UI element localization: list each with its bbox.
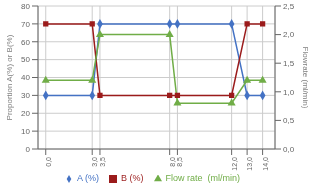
svg-text:20: 20 <box>21 109 30 118</box>
svg-text:8,5: 8,5 <box>176 157 183 167</box>
svg-text:0,5: 0,5 <box>283 116 295 125</box>
svg-text:3,5: 3,5 <box>99 157 106 167</box>
svg-text:Proportion A(%) or B(%): Proportion A(%) or B(%) <box>8 34 14 120</box>
html-text:B (%): B (%) <box>121 173 144 183</box>
svg-text:70: 70 <box>21 20 30 29</box>
svg-text:2,0: 2,0 <box>283 30 295 39</box>
svg-text:0,0: 0,0 <box>45 157 52 167</box>
svg-text:80: 80 <box>21 2 30 11</box>
html-text:Flow rate (ml/min): Flow rate (ml/min) <box>165 173 240 183</box>
svg-text:0,0: 0,0 <box>283 145 295 154</box>
svg-text:2,5: 2,5 <box>283 2 295 11</box>
svg-text:13,0: 13,0 <box>246 157 253 171</box>
html-text:A (%): A (%) <box>77 173 99 183</box>
svg-text:1,0: 1,0 <box>283 88 295 97</box>
svg-text:14,0: 14,0 <box>262 157 269 171</box>
svg-text:30: 30 <box>21 91 30 100</box>
svg-text:3,0: 3,0 <box>91 157 98 167</box>
svg-text:0: 0 <box>26 145 31 154</box>
svg-text:50: 50 <box>21 55 30 64</box>
svg-text:10: 10 <box>21 127 30 136</box>
svg-text:Flowrate (ml/min): Flowrate (ml/min) <box>301 47 307 109</box>
svg-text:1,5: 1,5 <box>283 59 295 68</box>
svg-text:60: 60 <box>21 38 30 47</box>
svg-text:8,0: 8,0 <box>169 157 176 167</box>
svg-text:12,0: 12,0 <box>231 157 238 171</box>
svg-text:40: 40 <box>21 73 30 82</box>
